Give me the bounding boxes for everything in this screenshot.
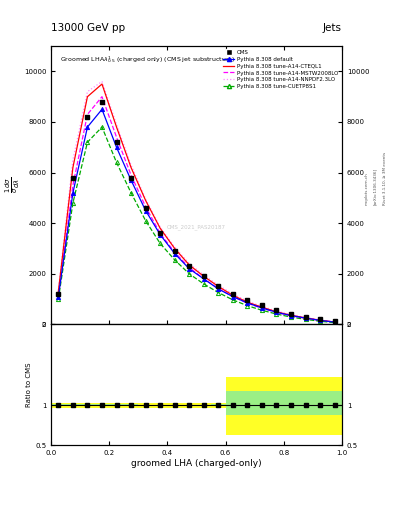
Legend: CMS, Pythia 8.308 default, Pythia 8.308 tune-A14-CTEQL1, Pythia 8.308 tune-A14-M: CMS, Pythia 8.308 default, Pythia 8.308 … xyxy=(222,49,339,90)
Text: 13000 GeV pp: 13000 GeV pp xyxy=(51,23,125,33)
Y-axis label: Ratio to CMS: Ratio to CMS xyxy=(26,362,32,407)
Text: Rivet 3.1.10, ≥ 3M events: Rivet 3.1.10, ≥ 3M events xyxy=(383,152,387,205)
Y-axis label: $\frac{1}{\sigma}\frac{d\sigma}{d\lambda}$: $\frac{1}{\sigma}\frac{d\sigma}{d\lambda… xyxy=(4,177,22,194)
X-axis label: groomed LHA (charged-only): groomed LHA (charged-only) xyxy=(131,459,262,468)
Text: [arXiv:1306.3436]: [arXiv:1306.3436] xyxy=(373,167,377,205)
Text: mcplots.cern.ch: mcplots.cern.ch xyxy=(364,172,368,205)
Text: CMS_2021_PAS20187: CMS_2021_PAS20187 xyxy=(167,224,226,230)
Text: Groomed LHA$\lambda^{1}_{0.5}$ (charged only) (CMS jet substructure): Groomed LHA$\lambda^{1}_{0.5}$ (charged … xyxy=(60,54,235,65)
Text: Jets: Jets xyxy=(323,23,342,33)
